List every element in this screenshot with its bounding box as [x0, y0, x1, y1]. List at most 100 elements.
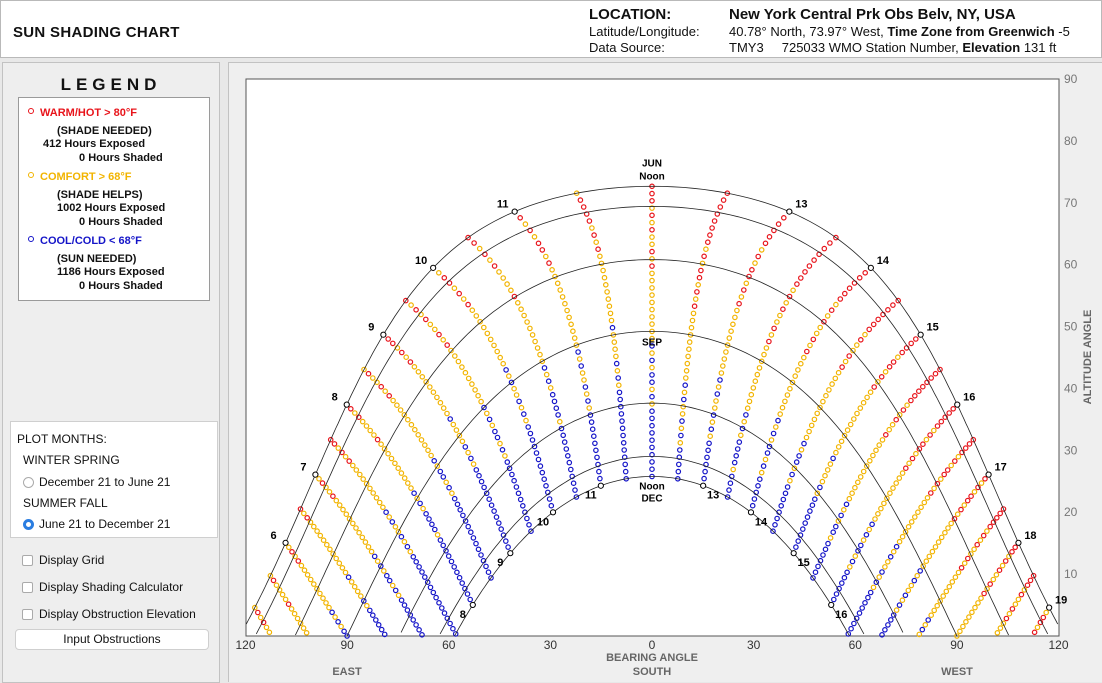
temp-dot-comfort [332, 614, 338, 620]
temp-dot-cool [649, 415, 655, 422]
radio-summer-fall[interactable] [23, 519, 34, 530]
display-obstruction-checkbox[interactable] [22, 609, 33, 620]
temp-dot-cool [341, 628, 347, 635]
temp-dot-warm [970, 436, 977, 443]
temp-dot-warm [289, 548, 295, 555]
temp-dot-cool [392, 587, 399, 594]
temp-dot-comfort [920, 563, 927, 569]
temp-dot-comfort [606, 303, 613, 310]
temp-dot-cool [589, 426, 596, 433]
temp-dot-comfort [518, 306, 524, 313]
temp-dot-comfort [502, 453, 508, 459]
dec-label: DEC [641, 493, 662, 504]
temp-dot-comfort [814, 490, 821, 497]
temp-dot-warm [886, 363, 893, 370]
location-value: New York Central Prk Obs Belv, NY, USA [729, 6, 1016, 23]
temp-dot-cool [593, 447, 599, 454]
temp-dot-comfort [649, 314, 655, 320]
temp-dot-warm [927, 490, 934, 496]
temp-dot-cool [478, 478, 485, 485]
temp-dot-cool [838, 580, 845, 586]
input-obstructions-button[interactable]: Input Obstructions [15, 629, 209, 650]
temp-dot-comfort [942, 529, 948, 536]
option-summer-fall[interactable]: June 21 to December 21 [23, 517, 170, 531]
legend-cool-label: COOL/COLD < 68°F [28, 235, 142, 247]
source-value: TMY3 [729, 40, 764, 55]
hour-marker [747, 509, 755, 516]
temp-dot-cool [563, 446, 570, 452]
temp-dot-cool [564, 452, 571, 459]
temp-dot-cool [774, 515, 780, 522]
temp-dot-cool [793, 544, 799, 550]
warm-dot-icon [28, 108, 34, 114]
temp-dot-cool [873, 579, 880, 586]
temp-dot-warm [893, 416, 900, 423]
temp-dot-comfort [425, 447, 431, 454]
temp-dot-comfort [797, 360, 804, 367]
plot-months-panel: PLOT MONTHS: WINTER SPRING December 21 t… [10, 421, 218, 538]
temp-dot-comfort [465, 449, 471, 456]
temp-dot-comfort [870, 452, 876, 459]
temp-dot-comfort [882, 368, 889, 375]
temp-dot-cool [541, 365, 548, 371]
temp-dot-comfort [808, 422, 815, 429]
temp-dot-cool [509, 471, 515, 478]
temp-dot-comfort [649, 292, 655, 298]
temp-dot-comfort [978, 480, 985, 486]
temp-dot-comfort [573, 342, 580, 348]
temp-dot-comfort [497, 440, 503, 447]
temp-dot-warm [720, 197, 727, 203]
display-shading-checkbox[interactable] [22, 582, 33, 593]
display-grid-option[interactable]: Display Grid [22, 553, 104, 567]
temp-dot-cool [513, 484, 520, 490]
temp-dot-cool [483, 563, 489, 570]
legend-comfort-label: COMFORT > 68°F [28, 171, 132, 183]
temp-dot-comfort [451, 353, 458, 359]
temp-dot-cool [843, 501, 850, 508]
temp-dot-cool [575, 349, 581, 355]
temp-dot-cool [811, 496, 818, 503]
temp-dot-comfort [480, 324, 487, 331]
temp-dot-comfort [841, 432, 848, 439]
temp-dot-comfort [522, 221, 529, 227]
temp-dot-warm [649, 248, 655, 255]
temp-dot-warm [837, 296, 844, 302]
temp-dot-warm [846, 353, 853, 359]
temp-dot-comfort [361, 366, 367, 373]
temp-dot-comfort [403, 354, 410, 361]
temp-dot-warm [330, 493, 336, 500]
temp-dot-cool [597, 475, 603, 482]
display-obstruction-option[interactable]: Display Obstruction Elevation [22, 607, 196, 621]
temp-dot-comfort [376, 499, 383, 506]
temp-dot-warm [546, 260, 552, 266]
temp-dot-comfort [333, 497, 340, 504]
temp-dot-comfort [395, 528, 402, 535]
temp-dot-comfort [420, 505, 426, 512]
temp-dot-comfort [326, 488, 333, 495]
option-winter-spring[interactable]: December 21 to June 21 [23, 475, 170, 489]
temp-dot-comfort [649, 285, 655, 291]
temp-dot-cool [619, 418, 625, 424]
temp-dot-comfort [896, 538, 903, 545]
temp-dot-comfort [434, 394, 440, 401]
temp-dot-comfort [899, 533, 906, 540]
radio-winter-spring[interactable] [23, 477, 34, 488]
temp-dot-cool [437, 537, 444, 543]
temp-dot-warm [950, 405, 957, 412]
display-shading-option[interactable]: Display Shading Calculator [22, 580, 183, 594]
temp-dot-cool [649, 343, 655, 349]
temp-dot-comfort [611, 339, 618, 345]
temp-dot-comfort [968, 551, 974, 557]
temp-dot-comfort [593, 239, 600, 246]
temp-dot-comfort [940, 593, 947, 599]
temp-dot-comfort [999, 562, 1006, 569]
temp-dot-comfort [381, 446, 388, 452]
display-grid-checkbox[interactable] [22, 555, 33, 566]
temp-dot-warm [422, 316, 429, 323]
hour-label: 14 [755, 516, 768, 528]
temp-dot-cool [893, 543, 900, 550]
temp-dot-cool [464, 591, 471, 597]
temp-dot-warm [595, 246, 601, 253]
temp-dot-cool [925, 617, 932, 623]
temp-dot-warm [304, 514, 311, 521]
